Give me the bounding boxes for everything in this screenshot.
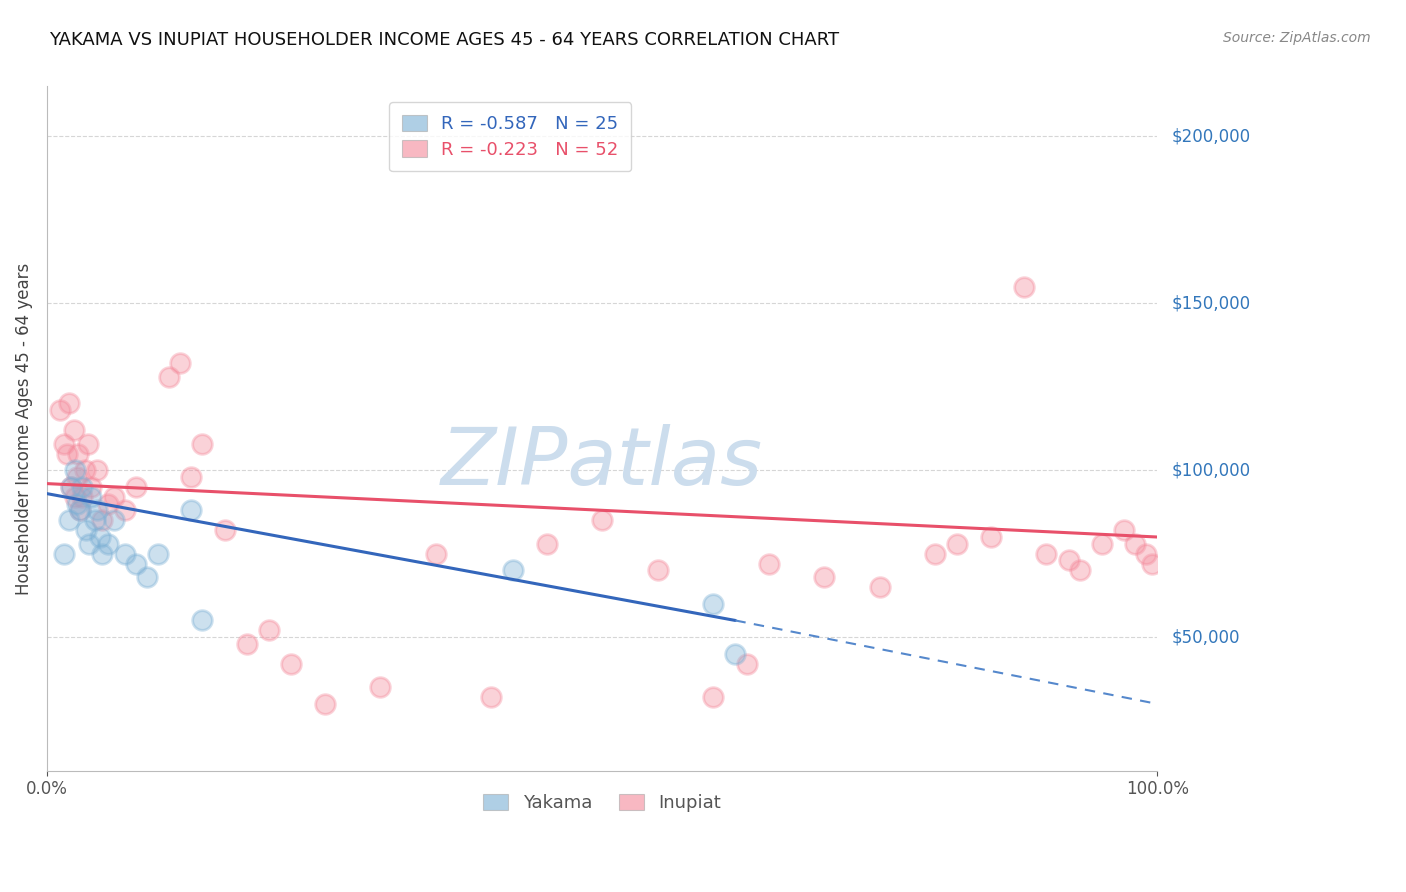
Point [52,436,75,450]
Point [1123,537,1146,551]
Point [479,690,502,705]
Point [502,563,524,577]
Point [125,557,148,571]
Point [214,524,236,538]
Point [49,403,72,417]
Point [946,537,969,551]
Point [69,503,91,517]
Point [103,490,125,504]
Point [135,570,157,584]
Point [62,423,84,437]
Text: YAKAMA VS INUPIAT HOUSEHOLDER INCOME AGES 45 - 64 YEARS CORRELATION CHART: YAKAMA VS INUPIAT HOUSEHOLDER INCOME AGE… [49,31,839,49]
Point [66,446,89,460]
Point [180,470,202,484]
Point [89,530,111,544]
Point [236,637,259,651]
Text: $200,000: $200,000 [1171,128,1250,145]
Point [91,513,114,527]
Text: Source: ZipAtlas.com: Source: ZipAtlas.com [1223,31,1371,45]
Point [56,446,79,460]
Point [1069,563,1091,577]
Point [77,537,100,551]
Point [869,580,891,594]
Point [1035,547,1057,561]
Point [103,513,125,527]
Point [77,436,100,450]
Point [368,680,391,694]
Point [980,530,1002,544]
Point [169,356,191,370]
Point [735,657,758,671]
Point [83,513,105,527]
Point [97,497,120,511]
Y-axis label: Householder Income Ages 45 - 64 years: Householder Income Ages 45 - 64 years [15,262,32,595]
Point [58,396,80,410]
Point [69,503,91,517]
Point [66,470,89,484]
Point [1140,557,1163,571]
Point [280,657,302,671]
Point [63,463,86,477]
Point [63,490,86,504]
Text: $150,000: $150,000 [1171,294,1250,312]
Point [191,436,214,450]
Point [80,480,103,494]
Point [257,624,280,638]
Point [536,537,558,551]
Legend: Yakama, Inupiat: Yakama, Inupiat [472,783,733,823]
Point [114,503,136,517]
Point [813,570,835,584]
Text: ZIPatlas: ZIPatlas [441,424,763,501]
Point [97,537,120,551]
Point [1091,537,1114,551]
Point [60,480,83,494]
Point [125,480,148,494]
Point [86,503,108,517]
Point [758,557,780,571]
Point [425,547,447,561]
Point [1112,524,1135,538]
Point [314,697,336,711]
Point [72,480,94,494]
Text: $50,000: $50,000 [1171,628,1240,646]
Point [591,513,613,527]
Point [91,547,114,561]
Point [72,490,94,504]
Point [1057,553,1080,567]
Point [702,690,724,705]
Point [180,503,202,517]
Point [58,513,80,527]
Point [702,597,724,611]
Point [191,614,214,628]
Point [647,563,669,577]
Point [52,547,75,561]
Point [924,547,946,561]
Point [80,490,103,504]
Point [66,497,89,511]
Text: $100,000: $100,000 [1171,461,1250,479]
Point [146,547,169,561]
Point [157,369,180,384]
Point [86,463,108,477]
Point [1135,547,1157,561]
Point [60,480,83,494]
Point [1012,279,1035,293]
Point [724,647,747,661]
Point [114,547,136,561]
Point [73,463,96,477]
Point [75,524,97,538]
